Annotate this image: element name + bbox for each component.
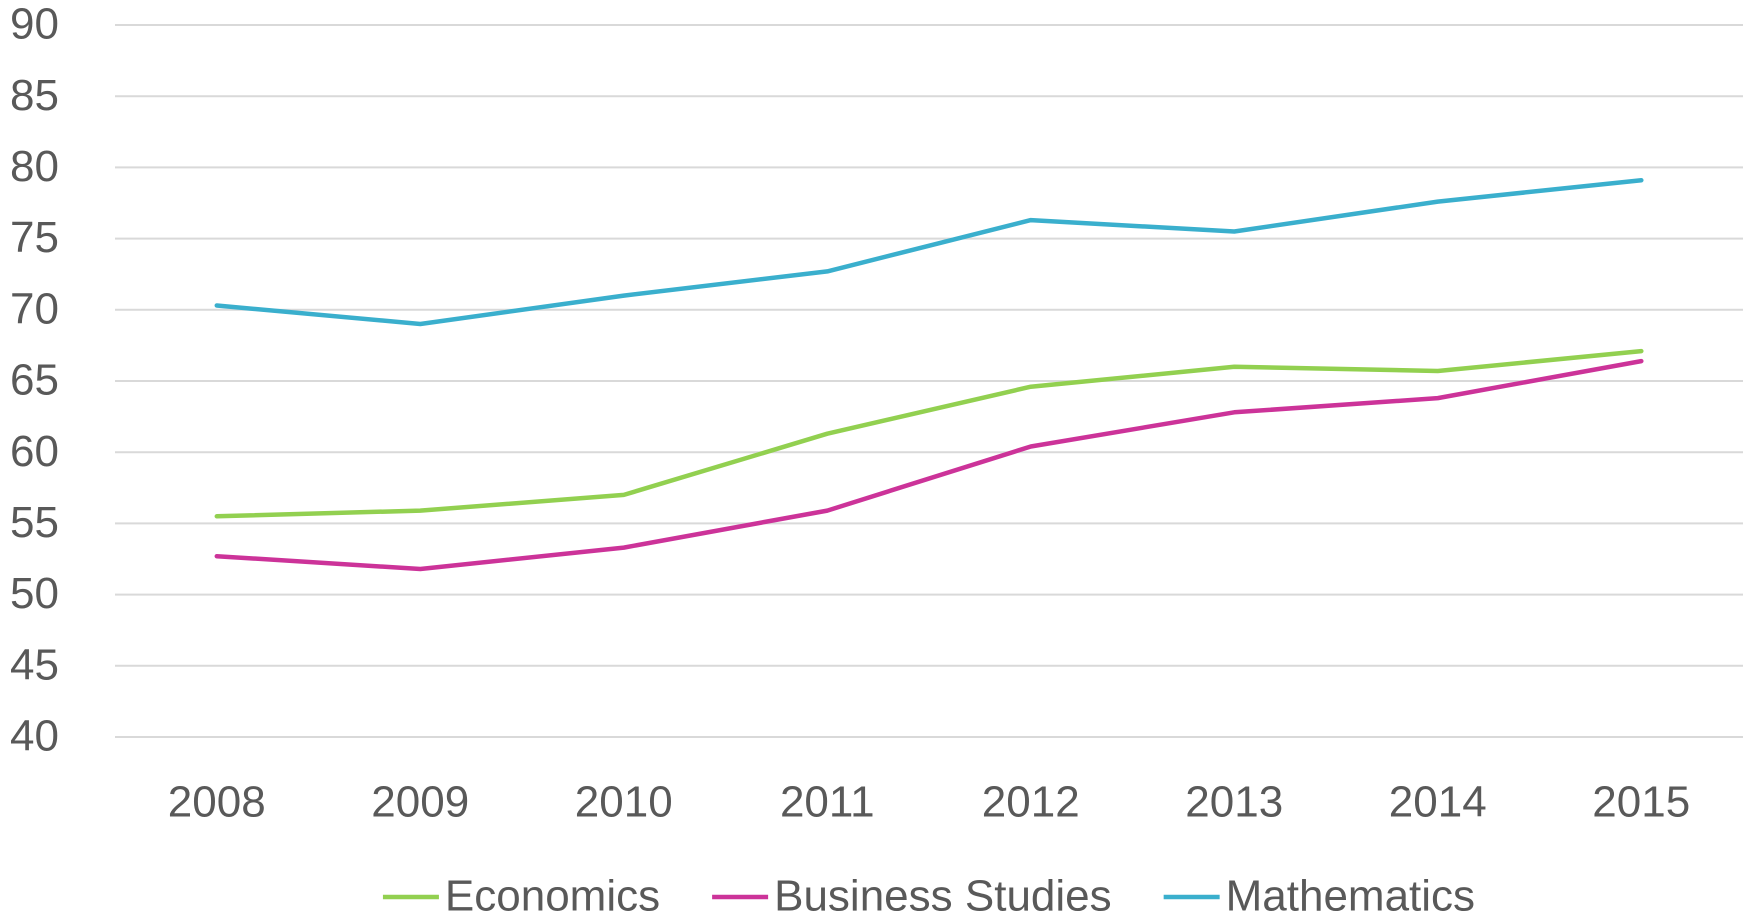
y-tick-label: 70 [10, 284, 59, 333]
y-tick-label: 65 [10, 356, 59, 405]
legend-label: Economics [445, 872, 660, 918]
y-tick-label: 40 [10, 712, 59, 761]
legend-label: Business Studies [774, 872, 1112, 918]
x-tick-label: 2012 [982, 778, 1080, 827]
x-tick-label: 2009 [371, 778, 469, 827]
y-tick-label: 90 [10, 0, 59, 49]
x-tick-label: 2011 [780, 778, 875, 827]
y-tick-label: 80 [10, 142, 59, 191]
y-tick-label: 60 [10, 427, 59, 476]
y-tick-label: 85 [10, 71, 59, 120]
y-tick-label: 45 [10, 640, 59, 689]
y-tick-label: 50 [10, 569, 59, 618]
x-tick-label: 2014 [1389, 778, 1487, 827]
x-tick-label: 2010 [575, 778, 673, 827]
y-tick-label: 75 [10, 213, 59, 262]
x-tick-label: 2015 [1592, 778, 1690, 827]
series-line [214, 358, 1644, 572]
series-line [214, 177, 1644, 327]
series-line [214, 348, 1644, 519]
x-tick-label: 2013 [1185, 778, 1283, 827]
legend-label: Mathematics [1226, 872, 1475, 918]
y-tick-label: 55 [10, 498, 59, 547]
x-tick-label: 2008 [168, 778, 266, 827]
